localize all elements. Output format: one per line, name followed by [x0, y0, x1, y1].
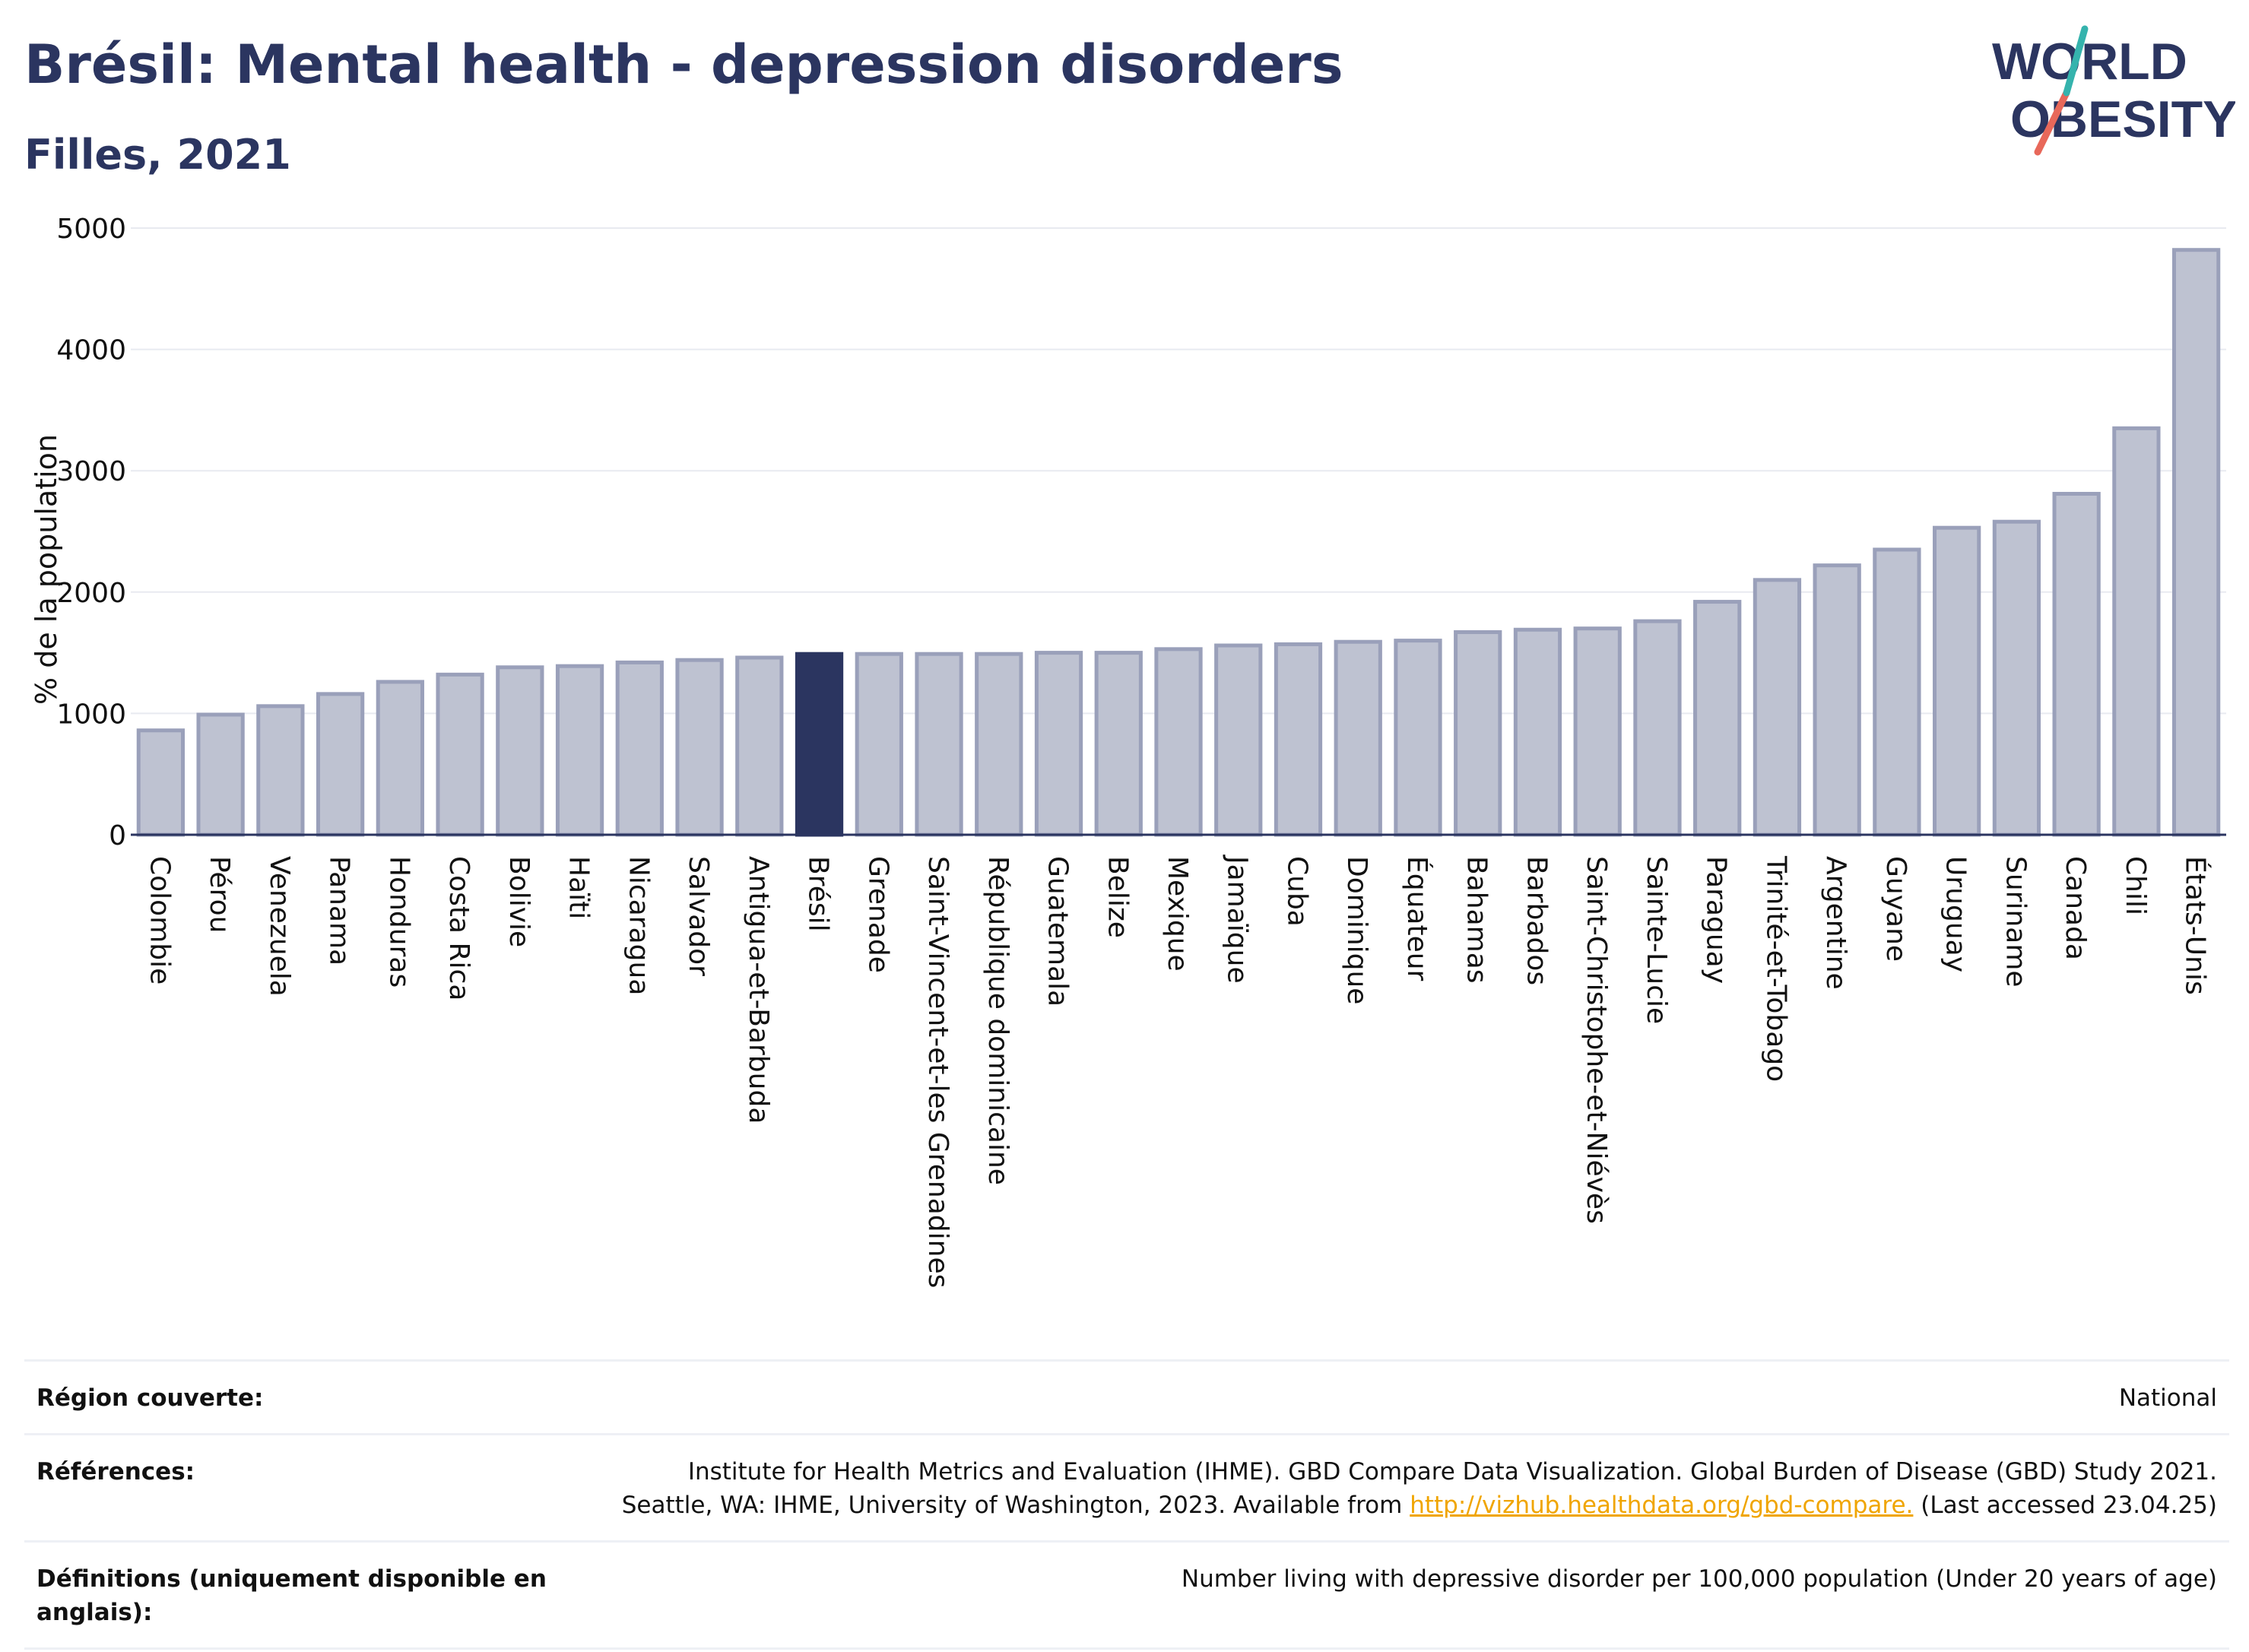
- x-tick-label: Jamaïque: [1222, 855, 1253, 984]
- y-tick-label: 2000: [56, 578, 126, 609]
- bar: [1454, 629, 1502, 837]
- references-line2-pre: Seattle, WA: IHME, University of Washing…: [621, 1492, 1403, 1519]
- x-tick-label: République dominicaine: [982, 856, 1013, 1185]
- bar: [855, 652, 903, 837]
- bar: [1933, 525, 1981, 837]
- x-tick-label: Bahamas: [1461, 856, 1492, 984]
- x-tick-label: Salvador: [683, 856, 714, 976]
- bar: [256, 704, 305, 837]
- x-tick-label: Saint-Christophe-et-Niévès: [1581, 856, 1612, 1224]
- region-label: Région couverte:: [36, 1384, 264, 1412]
- references-line2-post: (Last accessed 23.04.25): [1921, 1492, 2217, 1519]
- x-tick-label: Chili: [2120, 856, 2151, 915]
- x-tick-label: Guatemala: [1042, 856, 1074, 1007]
- bar: [376, 680, 424, 837]
- references-label: Références:: [36, 1458, 195, 1486]
- y-tick-label: 5000: [56, 214, 126, 245]
- x-tick-label: Antigua-et-Barbuda: [743, 856, 774, 1124]
- x-tick-label: Paraguay: [1701, 856, 1732, 984]
- y-tick-label: 3000: [56, 456, 126, 487]
- x-tick-label: Cuba: [1281, 856, 1312, 927]
- info-table: Région couverte: National Références: In…: [24, 1359, 2229, 1650]
- x-tick-label: Bolivie: [503, 856, 534, 947]
- bar-chart: 0 1000 2000 3000 4000 5000 % de la population C…: [30, 214, 2226, 1288]
- x-tick-label: Nicaragua: [623, 856, 654, 995]
- x-tick-label: Pérou: [204, 856, 235, 933]
- definitions-value: Number living with depressive disorder p…: [1181, 1565, 2217, 1593]
- bar: [615, 660, 664, 837]
- bar: [1633, 619, 1682, 837]
- bar: [975, 652, 1023, 837]
- bar: [1394, 639, 1442, 837]
- x-tick-label: Guyane: [1880, 856, 1911, 962]
- x-tick-label: Belize: [1102, 856, 1133, 938]
- chart-subtitle: Filles, 2021: [24, 131, 291, 179]
- x-tick-label: Dominique: [1341, 856, 1372, 1004]
- x-tick-label: Sainte-Lucie: [1641, 856, 1672, 1024]
- x-tick-label: Colombie: [144, 856, 175, 985]
- references-line1: Institute for Health Metrics and Evaluat…: [687, 1458, 2217, 1486]
- x-tick-label: Brésil: [803, 856, 834, 932]
- bar: [1813, 563, 1861, 837]
- y-tick-label: 1000: [56, 699, 126, 730]
- x-tick-label: Barbados: [1521, 856, 1552, 985]
- bar: [136, 728, 186, 837]
- bar: [555, 664, 604, 837]
- bar: [1334, 639, 1382, 837]
- info-row-region: Région couverte: National: [24, 1359, 2229, 1433]
- x-tick-label: Uruguay: [1940, 856, 1971, 972]
- bar: [1034, 651, 1083, 837]
- x-tick-label: Argentine: [1820, 856, 1851, 990]
- references-link[interactable]: http://vizhub.healthdata.org/gbd-compare…: [1410, 1492, 1914, 1519]
- x-tick-label: Costa Rica: [443, 856, 474, 1000]
- y-axis-label: % de la population: [30, 434, 63, 705]
- bar: [1873, 547, 1921, 837]
- logo-slash-teal: [2063, 25, 2089, 97]
- bar: [1094, 651, 1143, 837]
- logo-slash-coral: [2034, 89, 2070, 156]
- bar: [496, 665, 544, 837]
- bar: [2112, 426, 2161, 837]
- bar: [436, 672, 484, 837]
- bar: [1154, 647, 1203, 837]
- x-tick-label: Panama: [324, 856, 355, 966]
- bar: [1274, 642, 1323, 837]
- bar: [1992, 519, 2041, 837]
- info-row-references: Références: Institute for Health Metrics…: [24, 1433, 2229, 1540]
- bar: [1693, 600, 1742, 837]
- x-tick-label: Canada: [2060, 856, 2091, 960]
- y-tick-label: 0: [109, 820, 126, 851]
- bar: [316, 692, 365, 837]
- logo-line1: WORLD: [1992, 33, 2187, 90]
- info-row-definitions: Définitions (uniquement disponible en an…: [24, 1540, 2229, 1650]
- x-tick-label: Honduras: [383, 856, 414, 988]
- x-tick-label: Suriname: [2000, 856, 2031, 988]
- x-tick-label: Mexique: [1162, 856, 1193, 972]
- bar: [2052, 492, 2101, 837]
- references-line2: Seattle, WA: IHME, University of Washing…: [584, 1489, 2217, 1522]
- x-tick-label: Venezuela: [264, 856, 295, 997]
- bar: [196, 712, 245, 837]
- x-tick-label: Trinité-et-Tobago: [1760, 855, 1791, 1082]
- world-obesity-logo: WORLD OBESITY: [1992, 25, 2235, 156]
- bar: [1513, 627, 1562, 837]
- references-value: Institute for Health Metrics and Evaluat…: [554, 1455, 2217, 1522]
- bar: [1573, 626, 1622, 837]
- chart-title: Brésil: Mental health - depression disor…: [24, 33, 1343, 96]
- x-tick-label: Saint-Vincent-et-les Grenadines: [922, 856, 953, 1288]
- bar: [1753, 578, 1802, 837]
- region-value: National: [2118, 1384, 2217, 1412]
- bar: [735, 655, 784, 837]
- bar: [915, 652, 963, 837]
- bar: [675, 658, 724, 837]
- bar: [2171, 248, 2221, 837]
- bar: [1214, 643, 1263, 837]
- x-tick-label: Haïti: [563, 856, 595, 919]
- x-tick-label: Grenade: [862, 856, 893, 973]
- bar: [795, 652, 844, 837]
- y-tick-label: 4000: [56, 335, 126, 366]
- x-tick-label: Équateur: [1401, 856, 1433, 981]
- definitions-label: Définitions (uniquement disponible en an…: [36, 1565, 547, 1626]
- x-tick-label: États-Unis: [2180, 856, 2212, 995]
